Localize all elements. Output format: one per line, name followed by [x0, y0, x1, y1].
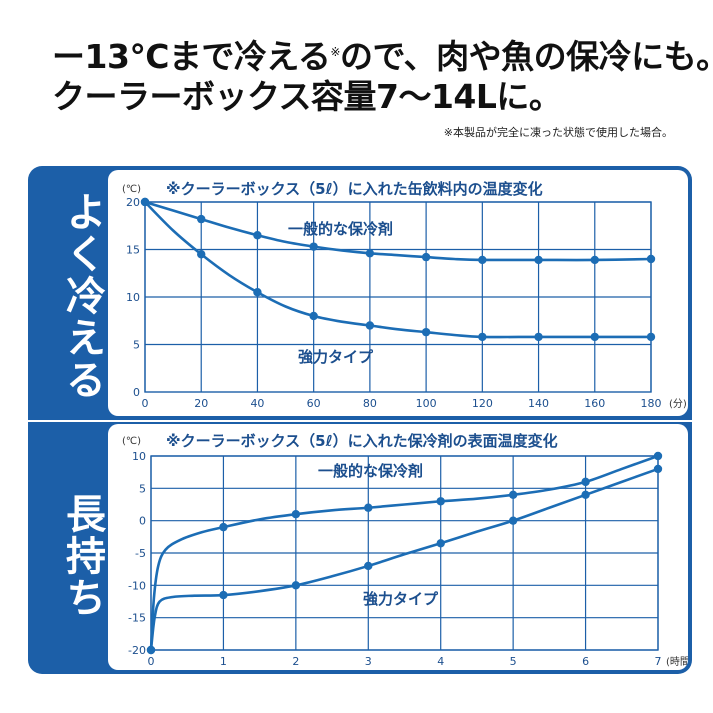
y-tick-label: 20 — [126, 196, 140, 209]
x-tick-label: 80 — [363, 397, 377, 410]
data-point — [421, 327, 431, 337]
chart-box-pack-surface: ※クーラーボックス（5ℓ）に入れた保冷剤の表面温度変化 (℃) 10 5 0 -5 -10-… — [108, 424, 688, 670]
x-axis-unit: (分) — [669, 398, 687, 410]
footnote: ※本製品が完全に凍った状態で使用した場合。 — [443, 126, 673, 139]
headline-usage: ので、肉や魚の保冷にも。 — [339, 37, 713, 76]
comparison-panel: よく冷える 長持ち ※クーラーボックス（5ℓ）に入れた缶飲料内の温度変化 (℃) 5… — [28, 166, 692, 674]
data-point — [590, 255, 599, 265]
x-tick-label: 160 — [584, 397, 605, 410]
headline-line-1: ー13℃まで冷える※ので、肉や魚の保冷にも。 — [52, 32, 713, 77]
data-point — [581, 477, 590, 487]
x-tick-label: 180 — [641, 397, 662, 410]
data-point — [291, 510, 301, 519]
y-axis-unit: (℃) — [122, 184, 141, 195]
y-tick-label: 10 — [126, 291, 140, 304]
data-point — [146, 645, 156, 655]
x-tick-label: 100 — [416, 397, 437, 410]
y-tick-label: 10 — [132, 450, 146, 463]
data-point — [253, 288, 262, 297]
data-point — [197, 214, 206, 224]
x-tick-label: 1 — [220, 655, 227, 668]
y-tick-label: -5 — [135, 547, 146, 560]
data-point — [253, 231, 262, 240]
data-point — [653, 464, 663, 474]
data-point — [653, 451, 663, 461]
x-tick-label: 6 — [582, 655, 589, 668]
plot-frame — [144, 201, 652, 393]
can-temperature-chart: ※クーラーボックス（5ℓ）に入れた缶飲料内の温度変化 (℃) 5 10 15 20 00 20… — [122, 180, 687, 410]
series-label: 一般的な保冷剤 — [318, 462, 423, 480]
data-point — [436, 497, 445, 506]
y-tick-label: 15 — [126, 244, 140, 257]
x-tick-label: 5 — [510, 655, 517, 668]
series-label: 一般的な保冷剤 — [288, 220, 393, 238]
data-point — [646, 254, 656, 264]
data-point — [364, 561, 373, 571]
data-point — [534, 255, 543, 265]
x-tick-label: 0 — [148, 655, 155, 668]
data-point — [421, 252, 431, 262]
headline-footnote-mark: ※ — [330, 45, 340, 59]
series-line — [149, 467, 659, 651]
data-point — [508, 490, 518, 499]
headline: ー13℃まで冷える※ので、肉や魚の保冷にも。 クーラーボックス容量7〜14Lに。 — [52, 32, 713, 117]
data-point — [436, 539, 445, 548]
data-point — [219, 590, 228, 600]
data-point — [365, 249, 375, 258]
data-point — [365, 321, 375, 330]
data-point — [508, 516, 518, 525]
x-tick-label: 7 — [655, 655, 662, 668]
data-point — [581, 490, 590, 499]
x-tick-label: 3 — [365, 655, 372, 668]
y-tick-label: -15 — [128, 612, 146, 625]
data-point — [590, 332, 599, 342]
series-label: 強力タイプ — [298, 348, 374, 366]
data-point — [646, 332, 656, 342]
data-point — [291, 581, 301, 590]
series-label: 強力タイプ — [363, 590, 439, 608]
series-line — [144, 201, 651, 339]
data-point — [478, 332, 487, 342]
x-tick-label: 4 — [437, 655, 444, 668]
series-line — [149, 454, 659, 651]
series-line — [144, 200, 652, 262]
tab-label-lasting: 長持ち — [59, 493, 105, 619]
chart-title: ※クーラーボックス（5ℓ）に入れた缶飲料内の温度変化 — [166, 180, 543, 198]
x-tick-label: 0 — [142, 397, 149, 410]
panel-divider — [28, 420, 692, 422]
x-tick-label: 140 — [528, 397, 549, 410]
x-tick-label: 120 — [472, 397, 493, 410]
data-point — [309, 242, 318, 251]
y-tick-label: -20 — [128, 644, 146, 657]
y-tick-label: 5 — [133, 339, 140, 352]
plot-frame — [150, 455, 659, 651]
data-point — [478, 255, 487, 265]
chart-title: ※クーラーボックス（5ℓ）に入れた保冷剤の表面温度変化 — [166, 432, 558, 450]
x-tick-label: 2 — [292, 655, 299, 668]
headline-cooling: ℃まで冷える — [129, 37, 331, 76]
data-point — [197, 250, 206, 259]
chart-box-can-temperature: ※クーラーボックス（5ℓ）に入れた缶飲料内の温度変化 (℃) 5 10 15 20 0 0 20… — [108, 170, 688, 416]
data-point — [534, 332, 543, 342]
headline-temp: ー13 — [52, 37, 130, 76]
y-tick-label: 5 — [139, 482, 146, 495]
y-axis-unit: (℃) — [122, 436, 141, 447]
x-tick-label: 40 — [250, 397, 264, 410]
x-axis-unit: (時間) — [666, 656, 688, 668]
x-tick-label: 60 — [307, 397, 321, 410]
y-tick-label: 0 — [133, 386, 140, 399]
data-point — [219, 522, 228, 532]
y-tick-label: -10 — [128, 579, 146, 592]
headline-line-2: クーラーボックス容量7〜14Lに。 — [52, 77, 562, 116]
data-point — [309, 311, 318, 321]
data-point — [364, 503, 373, 512]
x-tick-label: 20 — [194, 397, 208, 410]
y-tick-label: 0 — [139, 515, 146, 528]
data-point — [140, 197, 150, 207]
tab-label-cooling: よく冷える — [59, 191, 105, 401]
pack-surface-chart: ※クーラーボックス（5ℓ）に入れた保冷剤の表面温度変化(℃)1050-5-10-… — [122, 432, 688, 668]
